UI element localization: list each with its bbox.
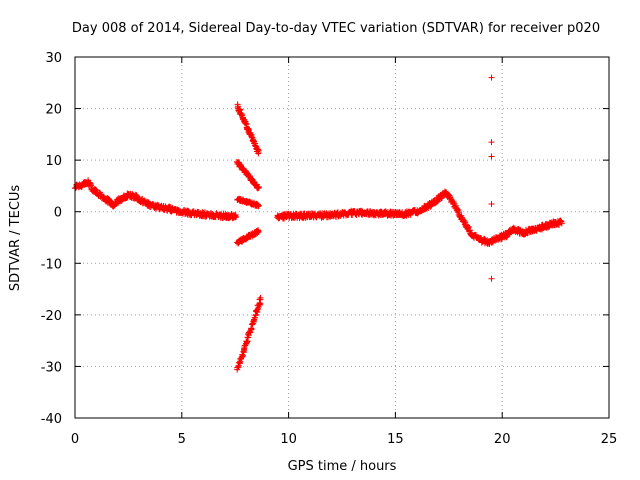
series-branch-1 <box>234 101 262 157</box>
x-axis-label: GPS time / hours <box>288 459 397 474</box>
series-branch-2 <box>233 158 262 192</box>
chart-title: Day 008 of 2014, Sidereal Day-to-day VTE… <box>72 21 600 36</box>
series-main-trace <box>72 177 565 247</box>
x-tick-label: 10 <box>280 432 297 447</box>
data-point <box>558 220 565 227</box>
data-point <box>488 275 495 282</box>
data-point <box>255 229 262 235</box>
axis-layer <box>74 56 610 419</box>
series-branch-4 <box>233 227 262 247</box>
x-tick-label: 15 <box>387 432 404 447</box>
y-tick-label: 0 <box>54 206 62 221</box>
data-point <box>257 294 264 301</box>
tick-labels: 0 5 10 15 20 25 -40 -30 -20 -10 0 10 20 30 <box>41 51 618 447</box>
y-tick-label: -20 <box>41 309 62 324</box>
plot-frame <box>74 56 610 419</box>
data-point <box>255 203 262 210</box>
data-point <box>239 352 246 359</box>
series-branch-3 <box>234 195 262 210</box>
data-point <box>233 213 240 220</box>
x-tick-label: 20 <box>494 432 511 447</box>
data-point <box>255 184 262 191</box>
data-point <box>248 325 255 332</box>
data-point <box>255 202 262 209</box>
series-branch-5 <box>234 294 264 373</box>
data-point <box>252 312 259 319</box>
y-tick-label: -30 <box>41 360 62 375</box>
data-point <box>488 74 495 81</box>
data-point <box>488 139 495 146</box>
y-tick-label: 30 <box>45 51 62 66</box>
x-tick-label: 5 <box>178 432 186 447</box>
y-tick-label: -10 <box>41 257 62 272</box>
y-tick-label: 10 <box>45 154 62 169</box>
data-point <box>488 201 495 207</box>
y-tick-label: 20 <box>45 103 62 118</box>
data-point <box>488 153 495 160</box>
data-point <box>255 150 262 157</box>
data-layer <box>72 74 565 373</box>
x-tick-label: 25 <box>601 432 618 447</box>
y-tick-label: -40 <box>41 412 62 427</box>
series-isolated-points <box>488 74 495 282</box>
x-tick-label: 0 <box>71 432 79 447</box>
y-axis-label: SDTVAR / TECUs <box>8 185 23 292</box>
